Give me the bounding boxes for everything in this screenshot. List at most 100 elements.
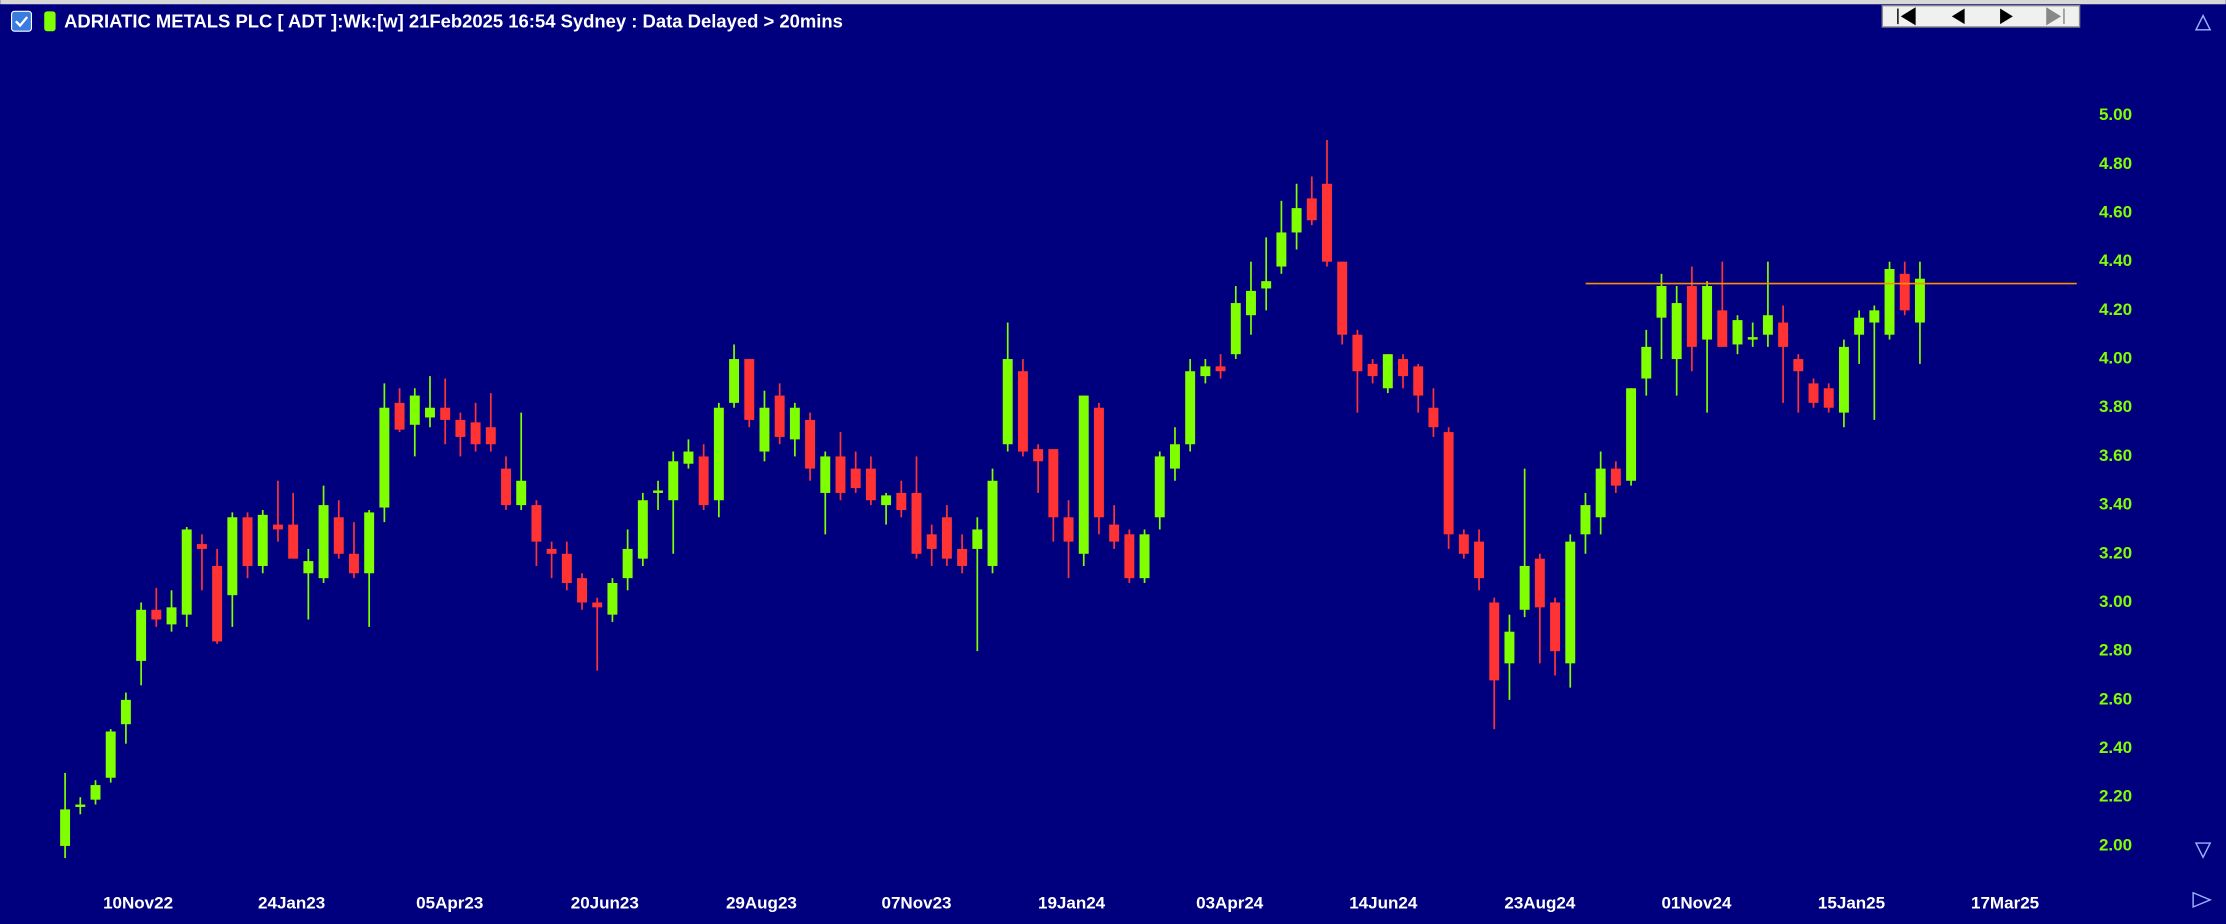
candle-body [972,529,983,549]
candle-body [1595,468,1606,518]
y-tick-label: 3.80 [2099,397,2132,416]
y-tick-label: 2.60 [2099,689,2132,708]
candle-body [865,468,876,501]
candle-body [820,456,831,493]
scroll-up[interactable] [2194,14,2212,31]
candle-body [1048,449,1059,518]
candle-body [1322,183,1332,262]
candle-body [1504,631,1515,664]
candle-body [1306,198,1317,221]
candle-body [926,534,937,549]
scroll-down[interactable] [2194,842,2212,859]
candle-body [1610,468,1621,486]
candle-body [1641,346,1652,379]
candle-body [318,505,329,579]
nav-first[interactable] [1897,7,1916,26]
candle-body [1200,366,1211,377]
candle-body [257,514,268,566]
series-swatch [44,11,56,32]
candle-body [1489,602,1500,681]
candle-body [166,607,177,625]
candle-body [1246,290,1256,316]
candle-body [1762,315,1773,335]
x-tick-label: 19Jan24 [1038,894,1106,913]
candle-body [151,609,162,620]
candle-body [577,578,587,603]
candle-body [1185,371,1196,445]
y-tick-label: 2.80 [2099,641,2132,660]
candle-body [653,490,664,493]
candle-body [987,480,998,566]
candle-body [485,427,496,445]
candle-body [805,419,816,469]
candle-body [1261,281,1272,289]
candle-body [1778,322,1789,347]
checkbox[interactable] [11,10,33,32]
candle-body [90,785,101,800]
nav-last[interactable] [2046,7,2065,26]
candle-body [774,395,785,437]
candle-body [379,407,390,508]
x-tick-label: 23Aug24 [1504,894,1575,913]
candle-body [607,583,618,615]
y-tick-label: 3.00 [2099,592,2132,611]
candle-body [1443,432,1454,535]
candle-body [1793,359,1804,372]
candle-body [1033,449,1044,462]
y-tick-label: 2.20 [2099,787,2132,806]
candle-body [348,553,359,574]
candle-body [425,407,435,418]
candle-body [105,731,116,778]
candle-body [1550,602,1561,652]
candle-body [1899,273,1910,311]
candle-body [75,804,86,807]
candle-body [561,553,572,584]
candle-body [1914,278,1925,323]
candle-body [789,407,800,440]
candle-body [1838,346,1849,413]
nav-bar [1881,4,2081,28]
candle-body [683,451,694,464]
candle-body [1230,303,1241,355]
candle-body [1580,505,1591,535]
candle-body [1686,286,1697,347]
candle-body [1139,534,1150,579]
y-tick-label: 2.00 [2099,835,2132,854]
candle-body [1474,541,1485,579]
x-tick-label: 10Nov22 [103,894,173,913]
candle-body [516,480,527,506]
candle-body [1626,388,1637,481]
candle-body [1519,565,1530,610]
candle-body [288,524,299,559]
nav-buttons [1881,4,2081,28]
candle-body [1154,456,1165,518]
candle-body [242,517,253,566]
scroll-right[interactable] [2192,891,2213,909]
candle-body [1078,395,1089,554]
candle-body [759,407,770,452]
candle-body [957,548,968,566]
candle-body [212,565,223,642]
candle-body [546,548,557,554]
candle-body [896,492,907,510]
candle-body [470,422,481,445]
candle-body [835,456,846,493]
candle-body [333,517,344,554]
x-tick-label: 15Jan25 [1818,894,1885,913]
candle-body [1702,286,1713,340]
x-tick-label: 24Jan23 [258,894,325,913]
candle-body [1124,534,1135,579]
candle-body [1732,320,1743,345]
candle-body [196,544,207,549]
candle-body [364,512,375,574]
y-tick-label: 5.00 [2099,105,2132,124]
candle-body [1823,388,1834,408]
candle-body [272,524,283,530]
candle-body [1565,541,1576,664]
candle-body [1884,268,1895,335]
candle-body [1382,354,1393,389]
candle-body [531,505,542,542]
nav-next[interactable] [2000,8,2013,25]
nav-prev[interactable] [1951,8,1965,25]
candle-body [698,456,709,506]
